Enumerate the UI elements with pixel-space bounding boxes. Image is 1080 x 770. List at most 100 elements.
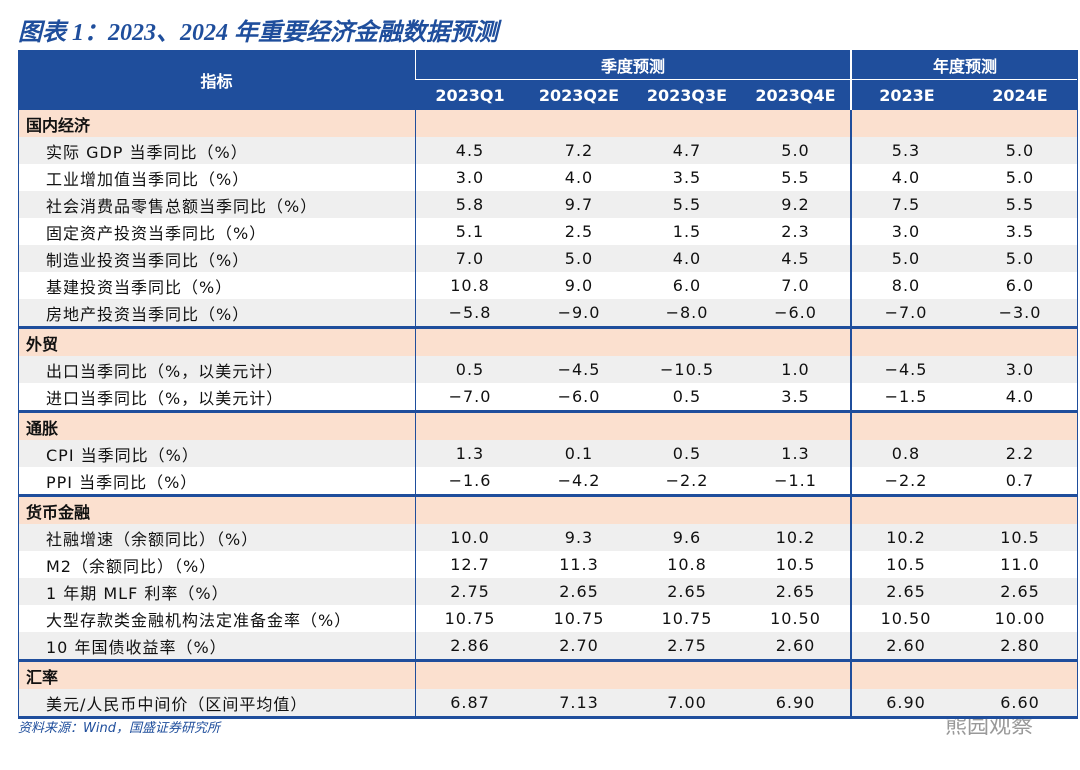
value: 6.60 bbox=[1000, 693, 1040, 712]
value: −3.0 bbox=[998, 303, 1042, 322]
row-label: 进口当季同比（%，以美元计） bbox=[46, 388, 284, 408]
value: 4.5 bbox=[781, 249, 810, 268]
value: 8.0 bbox=[891, 276, 921, 295]
value: 10.2 bbox=[775, 528, 816, 547]
row-bg bbox=[18, 632, 1078, 659]
col-divider bbox=[415, 110, 416, 719]
value: 5.5 bbox=[781, 168, 810, 187]
row-bg bbox=[18, 578, 1078, 605]
value: 2.75 bbox=[450, 582, 490, 601]
source: 资料来源：Wind，国盛证券研究所 bbox=[18, 721, 220, 736]
value: 6.87 bbox=[450, 693, 490, 712]
row-label: 基建投资当季同比（%） bbox=[46, 277, 233, 297]
value: 4.0 bbox=[672, 249, 702, 268]
row-bg bbox=[18, 137, 1078, 164]
section-border bbox=[18, 326, 1078, 329]
value: 10.5 bbox=[1000, 528, 1040, 547]
row-bg bbox=[18, 440, 1078, 467]
value: 10.0 bbox=[450, 528, 490, 547]
value: 9.3 bbox=[564, 528, 594, 547]
value: 1.3 bbox=[781, 444, 810, 463]
value: 5.0 bbox=[891, 249, 921, 268]
value: 2.70 bbox=[559, 636, 599, 655]
value: 0.1 bbox=[564, 444, 594, 463]
value: 5.0 bbox=[1005, 249, 1035, 268]
row-label: 出口当季同比（%，以美元计） bbox=[46, 361, 284, 381]
row-bg bbox=[18, 524, 1078, 551]
header-cell: 季度预测 bbox=[415, 50, 850, 80]
value: 2.65 bbox=[886, 582, 926, 601]
value: −4.5 bbox=[557, 360, 601, 379]
value: 5.0 bbox=[564, 249, 594, 268]
column-header: 2023Q1 bbox=[415, 80, 525, 110]
row-label: 美元/人民币中间价（区间平均值） bbox=[46, 694, 308, 714]
value: 5.3 bbox=[891, 141, 921, 160]
section-title: 通胀 bbox=[26, 418, 59, 438]
right-border bbox=[1077, 50, 1078, 719]
value: 10.00 bbox=[994, 609, 1046, 628]
row-bg bbox=[18, 605, 1078, 632]
value: 4.5 bbox=[455, 141, 485, 160]
value: −2.2 bbox=[665, 471, 709, 490]
row-bg bbox=[18, 299, 1078, 326]
value: 0.7 bbox=[1005, 471, 1035, 490]
header-cell: 年度预测 bbox=[850, 50, 1078, 80]
value: −6.0 bbox=[774, 303, 817, 322]
column-header: 2023Q4E bbox=[741, 80, 850, 110]
value: −1.6 bbox=[448, 471, 492, 490]
row-label: 固定资产投资当季同比（%） bbox=[46, 223, 267, 243]
section-title: 汇率 bbox=[26, 667, 59, 687]
value: 4.0 bbox=[564, 168, 594, 187]
row-label: PPI 当季同比（%） bbox=[46, 472, 198, 492]
row-label: 10 年国债收益率（%） bbox=[46, 637, 227, 657]
value: −4.5 bbox=[884, 360, 928, 379]
value: 3.5 bbox=[672, 168, 702, 187]
value: −7.0 bbox=[884, 303, 928, 322]
value: 12.7 bbox=[450, 555, 490, 574]
value: −5.8 bbox=[448, 303, 492, 322]
value: 2.80 bbox=[1000, 636, 1040, 655]
value: 0.8 bbox=[891, 444, 921, 463]
row-bg bbox=[18, 191, 1078, 218]
value: 2.5 bbox=[564, 222, 594, 241]
row-bg bbox=[18, 356, 1078, 383]
value: 6.90 bbox=[775, 693, 816, 712]
section-row bbox=[18, 110, 1078, 137]
value: 2.60 bbox=[886, 636, 926, 655]
value: −4.2 bbox=[557, 471, 601, 490]
value: 2.2 bbox=[1005, 444, 1035, 463]
column-header: 2023E bbox=[850, 80, 962, 110]
row-bg bbox=[18, 689, 1078, 716]
row-label: 1 年期 MLF 利率（%） bbox=[46, 583, 229, 603]
value: 6.90 bbox=[886, 693, 926, 712]
section-border bbox=[18, 410, 1078, 413]
value: 5.5 bbox=[1005, 195, 1035, 214]
value: 2.65 bbox=[1000, 582, 1040, 601]
value: 9.2 bbox=[781, 195, 810, 214]
value: 7.2 bbox=[564, 141, 594, 160]
value: 10.50 bbox=[770, 609, 821, 628]
value: 0.5 bbox=[672, 444, 702, 463]
value: 5.0 bbox=[1005, 141, 1035, 160]
value: −10.5 bbox=[659, 360, 715, 379]
row-bg bbox=[18, 164, 1078, 191]
row-label: CPI 当季同比（%） bbox=[46, 445, 199, 465]
value: 10.8 bbox=[450, 276, 490, 295]
value: 7.00 bbox=[667, 693, 707, 712]
header-cell: 指标 bbox=[18, 50, 415, 110]
value: 3.5 bbox=[781, 387, 810, 406]
section-border bbox=[18, 494, 1078, 497]
value: 2.86 bbox=[450, 636, 490, 655]
row-bg bbox=[18, 551, 1078, 578]
value: 4.0 bbox=[891, 168, 921, 187]
title: 图表 1：2023、2024 年重要经济金融数据预测 bbox=[18, 20, 498, 46]
value: −6.0 bbox=[557, 387, 601, 406]
section-row bbox=[18, 662, 1078, 689]
value: 2.3 bbox=[781, 222, 810, 241]
value: 11.0 bbox=[1000, 555, 1040, 574]
value: 1.3 bbox=[455, 444, 485, 463]
section-title: 外贸 bbox=[26, 334, 59, 354]
row-label: 房地产投资当季同比（%） bbox=[46, 304, 250, 324]
value: 5.0 bbox=[1005, 168, 1035, 187]
